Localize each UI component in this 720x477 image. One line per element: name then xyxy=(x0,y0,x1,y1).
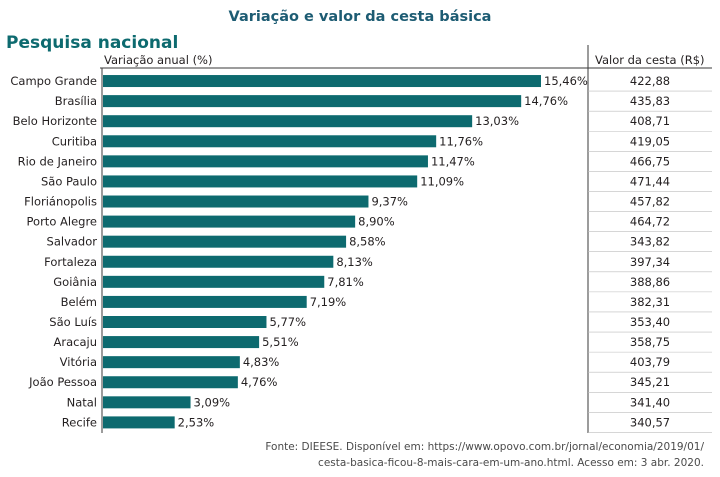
bar-value-label: 4,76% xyxy=(241,375,278,389)
bar xyxy=(103,155,428,168)
bar xyxy=(103,275,325,288)
table-header: Valor da cesta (R$) xyxy=(595,53,705,67)
bar-value-label: 15,46% xyxy=(544,74,588,88)
table-cell-value: 403,79 xyxy=(630,355,670,369)
bar-value-label: 5,77% xyxy=(269,315,306,329)
bar-value-label: 7,19% xyxy=(310,295,347,309)
table-cell-value: 388,86 xyxy=(630,275,670,289)
table-cell-value: 358,75 xyxy=(630,335,670,349)
category-label: Brasília xyxy=(55,94,97,108)
bar xyxy=(103,336,260,349)
category-label: Aracaju xyxy=(54,335,98,349)
table-cell-value: 422,88 xyxy=(630,74,670,88)
table-cell-value: 382,31 xyxy=(630,295,670,309)
bar-value-label: 11,47% xyxy=(431,154,475,168)
category-label: Porto Alegre xyxy=(27,215,97,229)
bar xyxy=(103,416,175,429)
category-label: Belém xyxy=(61,295,97,309)
bar xyxy=(103,376,238,389)
category-label: Floriánopolis xyxy=(24,195,97,209)
category-label: João Pessoa xyxy=(28,375,97,389)
category-label: Goiânia xyxy=(53,275,97,289)
table-cell-value: 419,05 xyxy=(630,134,670,148)
table-cell-value: 435,83 xyxy=(630,94,670,108)
bar xyxy=(103,95,522,108)
table-cell-value: 345,21 xyxy=(630,375,670,389)
category-label: Rio de Janeiro xyxy=(18,154,97,168)
bar xyxy=(103,215,356,228)
bar xyxy=(103,175,418,188)
source-line-1: Fonte: DIEESE. Disponível em: https://ww… xyxy=(265,441,704,453)
bar xyxy=(103,235,347,248)
bar-value-label: 4,83% xyxy=(243,355,280,369)
bar-value-label: 7,81% xyxy=(327,275,364,289)
category-label: São Paulo xyxy=(41,174,97,188)
bar-chart: Variação anual (%) Valor da cesta (R$) Cam… xyxy=(10,45,712,433)
table-cell-value: 471,44 xyxy=(630,174,670,188)
chart-title: Variação e valor da cesta básica xyxy=(228,9,492,25)
table-cell-value: 353,40 xyxy=(630,315,670,329)
bar xyxy=(103,115,473,128)
category-label: Campo Grande xyxy=(10,74,97,88)
bar xyxy=(103,356,240,369)
bar-value-label: 3,09% xyxy=(194,395,231,409)
bar-value-label: 2,53% xyxy=(178,415,215,429)
bar xyxy=(103,75,541,88)
bar-value-label: 9,37% xyxy=(371,195,408,209)
bar xyxy=(103,255,334,268)
bar-value-label: 14,76% xyxy=(524,94,568,108)
table-cell-value: 341,40 xyxy=(630,395,670,409)
bar-value-label: 8,58% xyxy=(349,235,386,249)
category-label: São Luís xyxy=(49,315,97,329)
source-line-2: cesta-basica-ficou-8-mais-cara-em-um-ano… xyxy=(318,457,704,469)
table-cell-value: 466,75 xyxy=(630,154,670,168)
bar-value-label: 5,51% xyxy=(262,335,299,349)
table-cell-value: 408,71 xyxy=(630,114,670,128)
table-cell-value: 340,57 xyxy=(630,415,670,429)
source-note: Fonte: DIEESE. Disponível em: https://ww… xyxy=(265,439,704,471)
chart-subtitle: Pesquisa nacional xyxy=(6,33,179,53)
table-cell-value: 343,82 xyxy=(630,235,670,249)
bar-value-label: 13,03% xyxy=(475,114,519,128)
category-label: Belo Horizonte xyxy=(13,114,97,128)
table-cell-value: 464,72 xyxy=(630,215,670,229)
bar xyxy=(103,135,437,148)
bar-value-label: 11,09% xyxy=(420,174,464,188)
x-axis-label: Variação anual (%) xyxy=(104,53,212,67)
category-label: Salvador xyxy=(47,235,98,249)
bar-value-label: 8,90% xyxy=(358,215,395,229)
bar-value-label: 8,13% xyxy=(336,255,373,269)
category-label: Fortaleza xyxy=(44,255,97,269)
bar xyxy=(103,195,369,208)
bar xyxy=(103,316,267,328)
bar xyxy=(103,396,191,409)
category-label: Natal xyxy=(67,395,97,409)
table-cell-value: 457,82 xyxy=(630,195,670,209)
table-cell-value: 397,34 xyxy=(630,255,670,269)
category-label: Curitiba xyxy=(52,134,97,148)
bar xyxy=(103,295,307,308)
category-label: Recife xyxy=(62,415,97,429)
bar-value-label: 11,76% xyxy=(439,134,483,148)
category-label: Vitória xyxy=(60,355,97,369)
